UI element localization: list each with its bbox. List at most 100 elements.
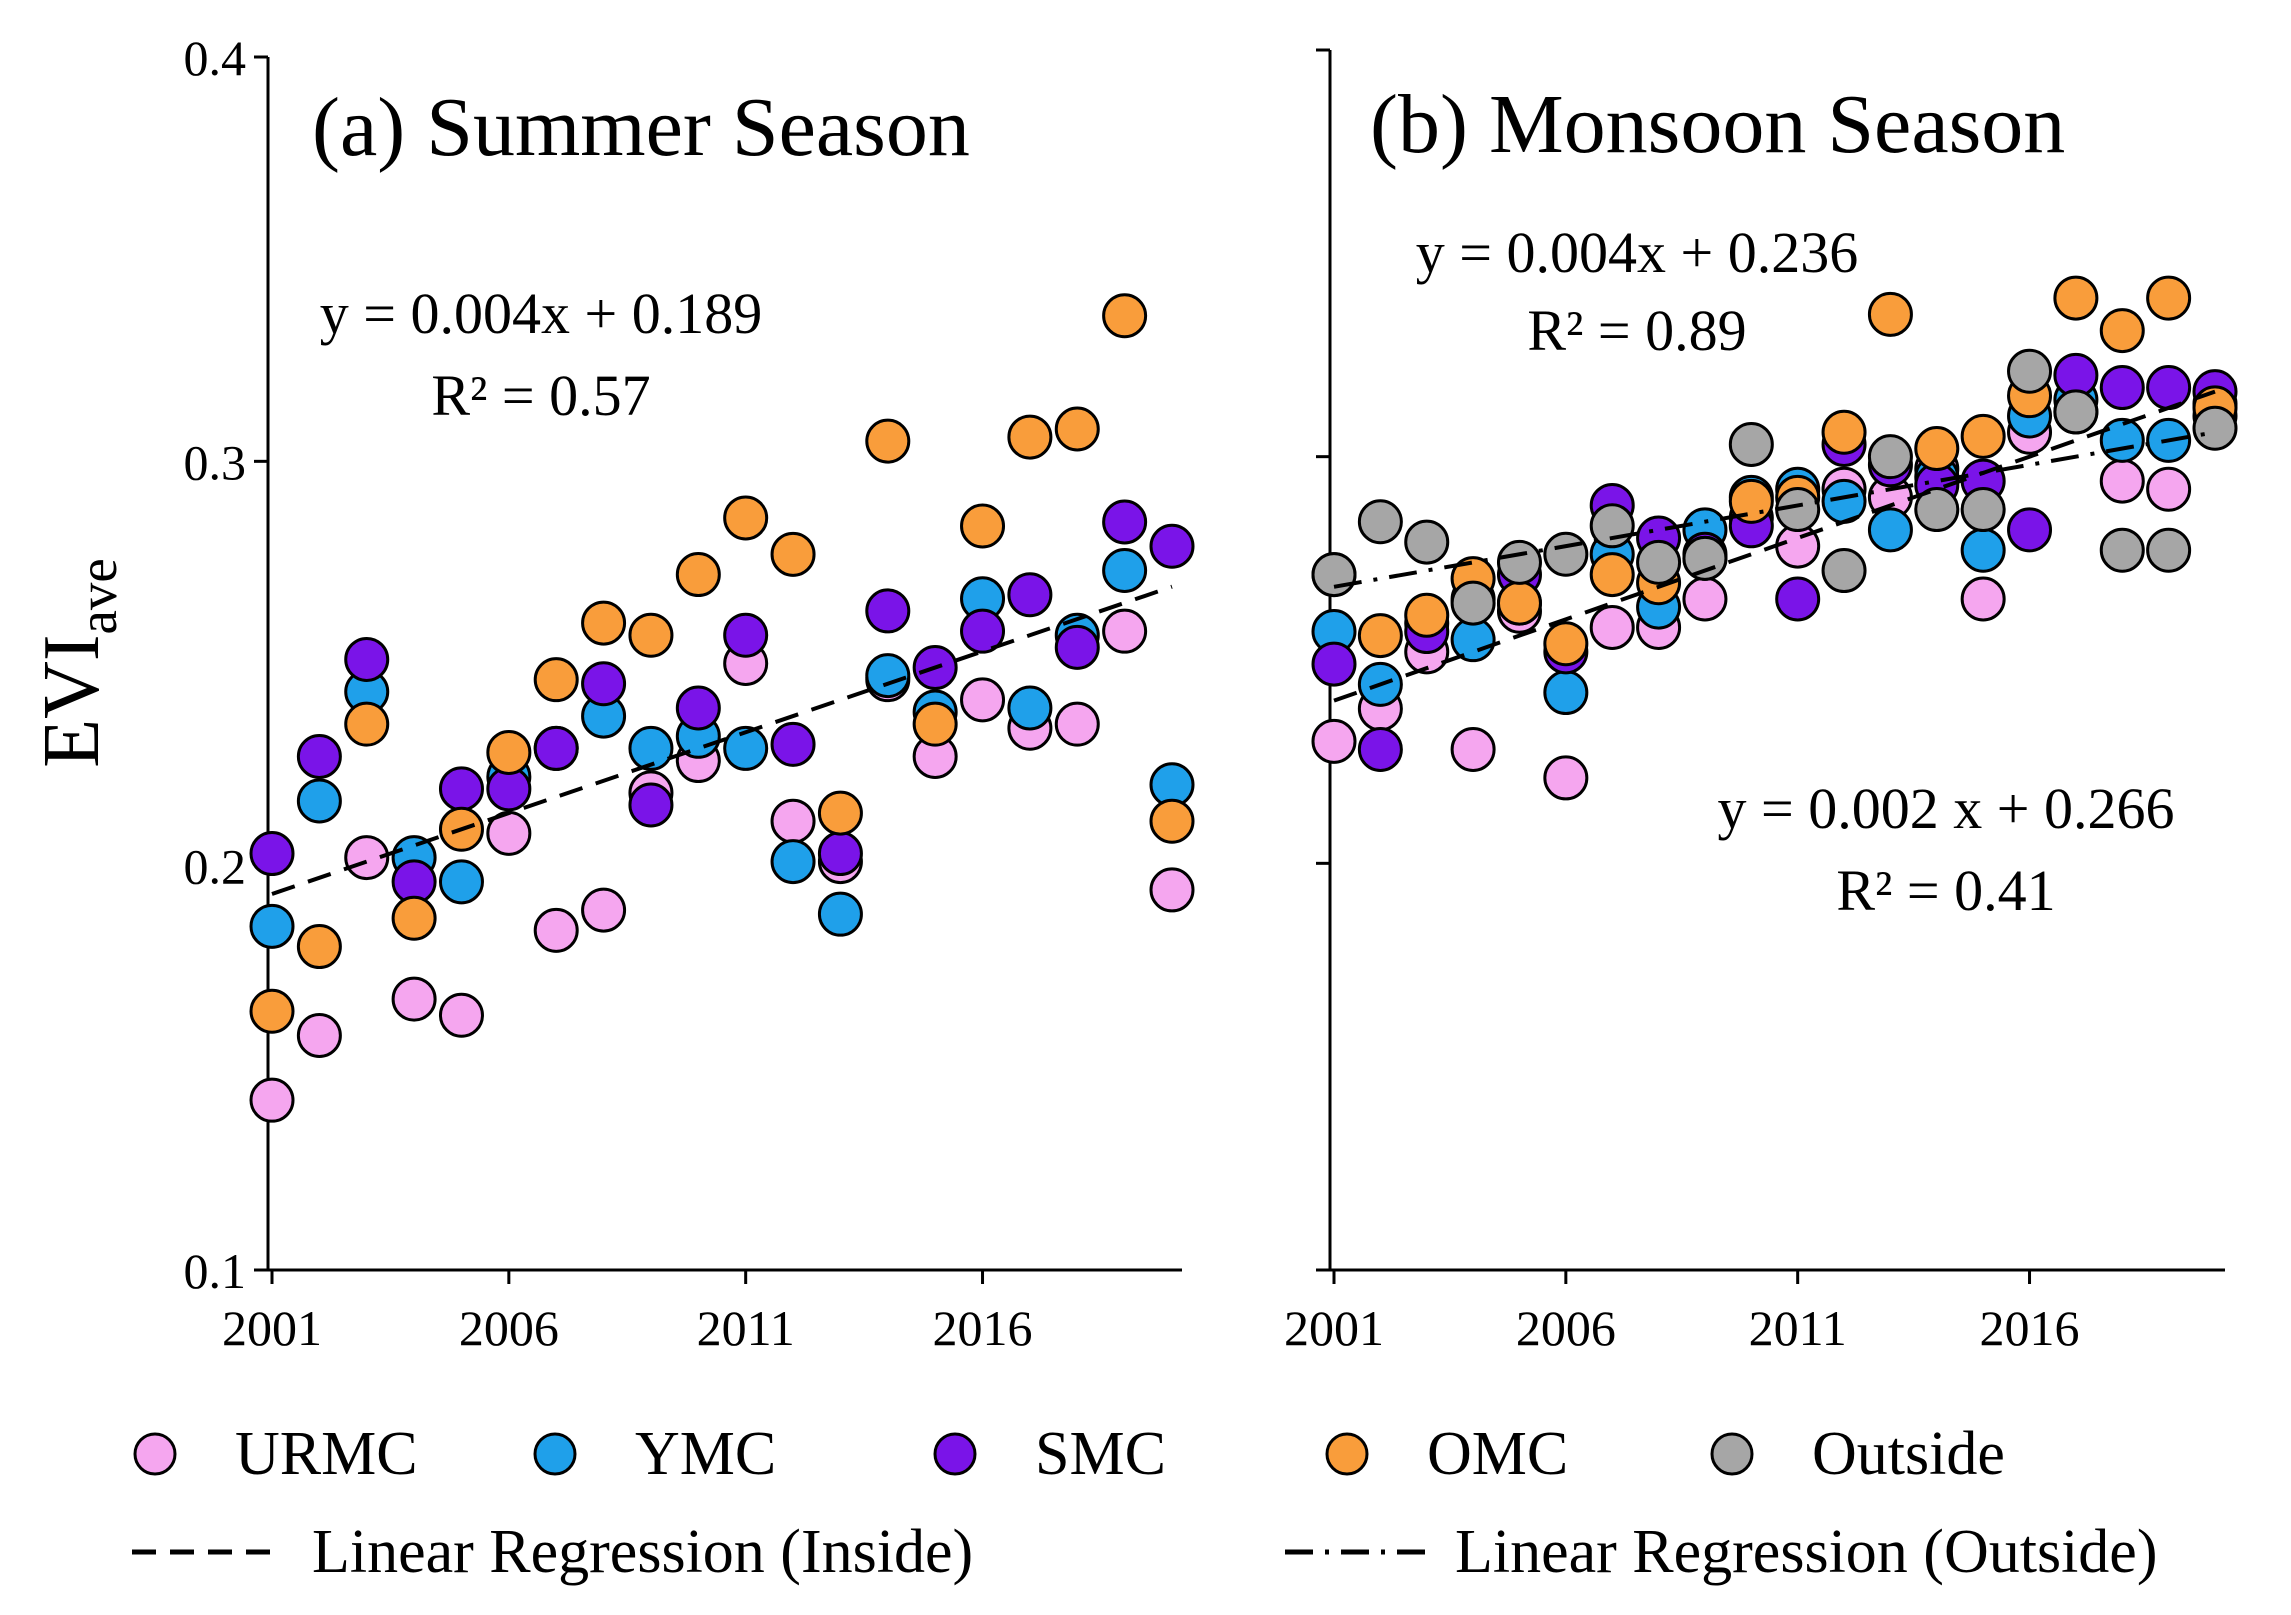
point-smc-2011	[723, 612, 769, 658]
point-omc-2009	[628, 612, 674, 658]
point-smc-2013	[817, 831, 863, 877]
point-omc-2012	[1821, 409, 1867, 455]
point-urmc-2001	[249, 1077, 295, 1123]
point-smc-2007	[533, 725, 579, 771]
legend-label: Outside	[1812, 1420, 2005, 1488]
point-urmc-2007	[1589, 604, 1635, 650]
legend: URMC YMC SMC OMC Outside Linear Regression (I…	[132, 1420, 2157, 1586]
panel-b-monsoon: 2001 2006 2011 2016 (b) Monsoon Season y = 0.…	[1284, 48, 2238, 1356]
point-omc-2010	[675, 552, 721, 598]
point-ymc-2006	[1543, 670, 1589, 716]
x-tick-label: 2016	[933, 1300, 1033, 1356]
point-ymc-2014	[865, 653, 911, 699]
x-tick-label: 2011	[697, 1300, 795, 1356]
point-omc-2015	[912, 701, 958, 747]
point-ymc-2009	[628, 725, 674, 771]
point-omc-2005	[1496, 580, 1542, 626]
point-smc-2005	[438, 766, 484, 812]
point-omc-2014	[1914, 426, 1960, 472]
point-ymc-2002	[296, 778, 342, 824]
point-outside-2005	[1496, 539, 1542, 585]
point-omc-2014	[865, 418, 911, 464]
legend-marker-smc	[933, 1432, 977, 1476]
point-smc-2014	[865, 588, 911, 634]
point-smc-2020	[1149, 523, 1195, 569]
x-tick-label: 2001	[222, 1300, 322, 1356]
point-ymc-2017	[1007, 685, 1053, 731]
regression-equation: y = 0.004x + 0.236	[1416, 220, 1858, 285]
legend-marker-omc	[1325, 1432, 1369, 1476]
point-outside-2001	[1311, 552, 1357, 598]
point-ymc-2011	[723, 725, 769, 771]
x-tick-label: 2001	[1284, 1300, 1384, 1356]
point-outside-2012	[1821, 548, 1867, 594]
point-smc-2011	[1775, 576, 1821, 622]
point-smc-2001	[1311, 641, 1357, 687]
point-outside-2003	[1404, 519, 1450, 565]
y-axis-label-main: EVI	[28, 635, 116, 768]
x-tick-label: 2006	[459, 1300, 559, 1356]
point-urmc-2002	[296, 1012, 342, 1058]
legend-label: OMC	[1427, 1420, 1568, 1488]
point-urmc-2012	[770, 798, 816, 844]
regression-equation: y = 0.002 x + 0.266	[1718, 776, 2175, 841]
point-ymc-2012	[1821, 478, 1867, 524]
legend-line-label: Linear Regression (Inside)	[312, 1518, 973, 1586]
regression-equation: y = 0.004x + 0.189	[320, 281, 762, 346]
point-outside-2006	[1543, 531, 1589, 577]
legend-marker-outside	[1710, 1432, 1754, 1476]
point-smc-2008	[581, 661, 627, 707]
point-ymc-2013	[817, 891, 863, 937]
point-smc-2019	[1102, 499, 1148, 545]
point-omc-2006	[1543, 621, 1589, 667]
point-urmc-2019	[2146, 466, 2192, 512]
panel-title: (b) Monsoon Season	[1370, 78, 2065, 171]
legend-marker-ymc	[533, 1432, 577, 1476]
point-outside-2004	[1450, 580, 1496, 626]
point-omc-2013	[1867, 291, 1913, 337]
point-urmc-2007	[533, 907, 579, 953]
point-outside-2017	[2053, 389, 2099, 435]
point-omc-2019	[1102, 293, 1148, 339]
x-tick-label: 2011	[1749, 1300, 1847, 1356]
point-outside-2010	[1728, 421, 1774, 467]
point-smc-2002	[1357, 726, 1403, 772]
point-outside-2014	[1914, 487, 1960, 533]
point-omc-2003	[1404, 592, 1450, 638]
point-smc-2018	[2099, 365, 2145, 411]
point-ymc-2019	[1102, 548, 1148, 594]
point-urmc-2018	[2099, 458, 2145, 504]
regression-line-inside	[271, 584, 1173, 896]
point-smc-2002	[296, 733, 342, 779]
point-outside-2018	[2099, 527, 2145, 573]
y-axis-label-subscript: ave	[67, 558, 128, 634]
point-smc-2010	[675, 685, 721, 731]
point-urmc-2006	[1543, 755, 1589, 801]
legend-label: URMC	[235, 1420, 418, 1488]
point-urmc-2004	[391, 976, 437, 1022]
point-omc-2012	[770, 531, 816, 577]
point-omc-2015	[1960, 413, 2006, 459]
point-omc-2017	[1007, 414, 1053, 460]
point-outside-2016	[2007, 348, 2053, 394]
regression-line-inside	[1333, 389, 2216, 703]
y-tick-label: 0.3	[184, 434, 247, 490]
point-smc-2001	[249, 831, 295, 877]
point-outside-2002	[1357, 499, 1403, 545]
point-omc-2018	[2099, 308, 2145, 354]
point-urmc-2019	[1102, 608, 1148, 654]
point-outside-2015	[1960, 487, 2006, 533]
y-axis-label: EVIave	[28, 558, 128, 768]
point-ymc-2005	[438, 859, 484, 905]
point-omc-2020	[1149, 798, 1195, 844]
legend-line-label: Linear Regression (Outside)	[1455, 1518, 2157, 1586]
legend-label: SMC	[1035, 1420, 1166, 1488]
point-outside-2013	[1867, 434, 1913, 480]
point-omc-2019	[2146, 275, 2192, 321]
point-omc-2018	[1054, 406, 1100, 452]
panel-a-summer: 0.1 0.2 0.3 0.4 2001 2006 2011 2016 EVIave (a) Su…	[28, 30, 1195, 1356]
regression-r2: R² = 0.89	[1527, 298, 1746, 363]
point-omc-2017	[2053, 275, 2099, 321]
regression-r2: R² = 0.41	[1836, 858, 2055, 923]
panel-title: (a) Summer Season	[312, 81, 970, 174]
